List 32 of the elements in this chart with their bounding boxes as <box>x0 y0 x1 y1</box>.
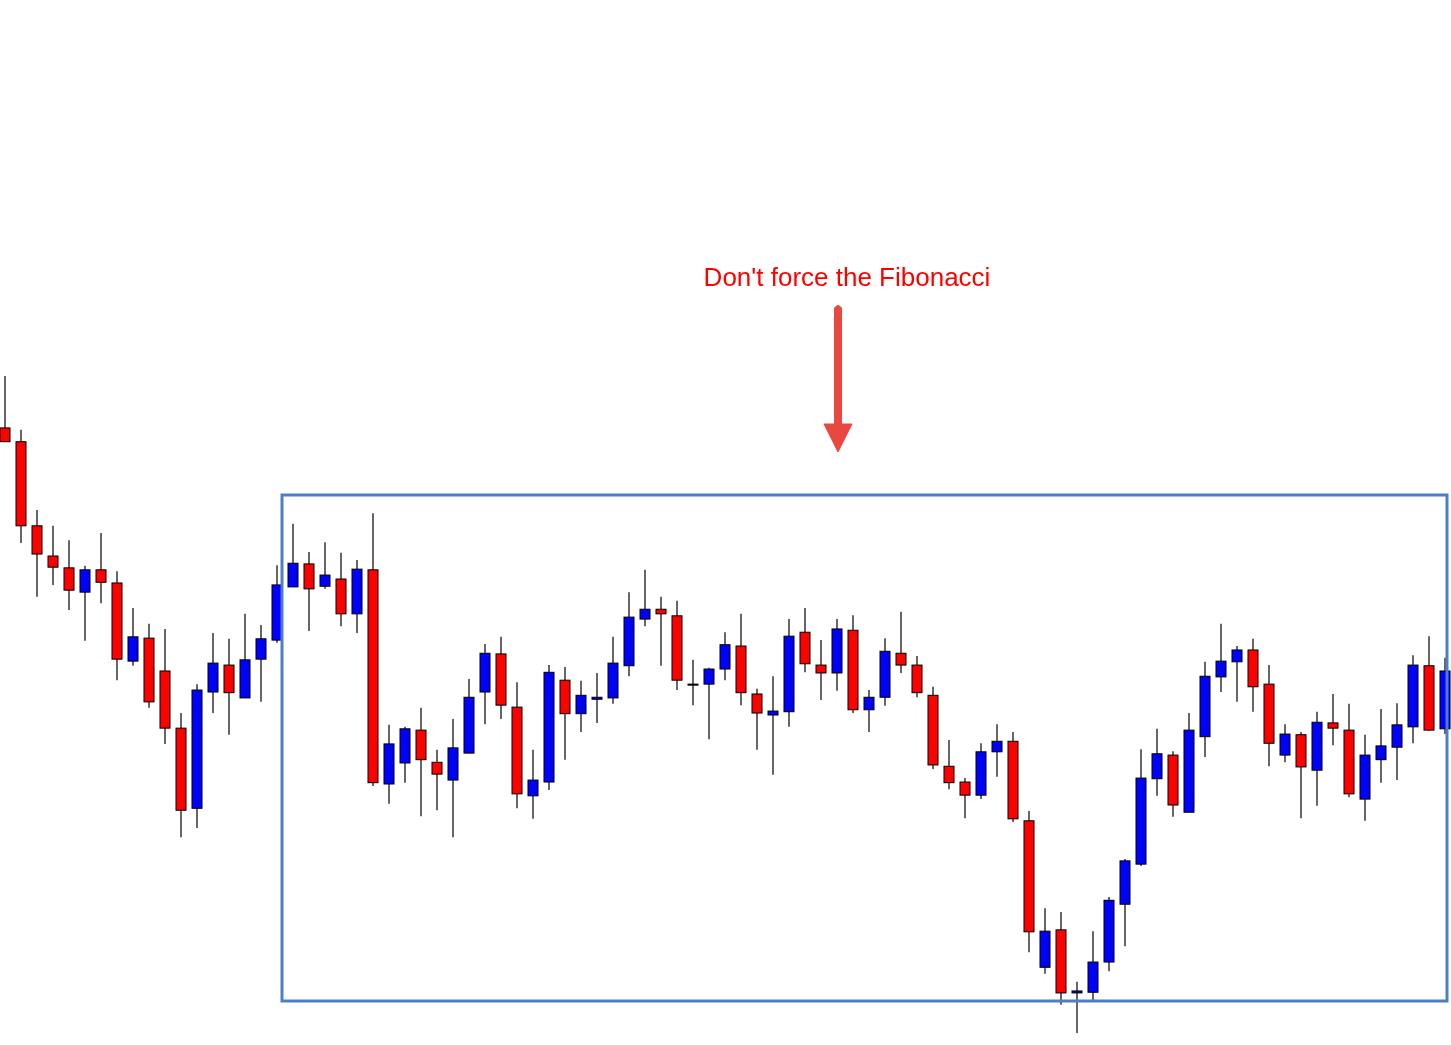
candlestick <box>95 532 107 604</box>
candlestick <box>655 596 667 667</box>
candlestick <box>47 525 59 586</box>
candlestick <box>751 688 763 751</box>
candlestick <box>815 639 827 701</box>
candlestick <box>1375 708 1387 784</box>
candlestick <box>79 565 91 642</box>
candlestick <box>1231 645 1243 703</box>
candlestick <box>575 680 587 733</box>
candlestick <box>255 624 267 703</box>
candlestick <box>639 569 651 627</box>
candlestick <box>943 739 955 790</box>
candlestick <box>0 375 11 443</box>
candlestick <box>959 777 971 819</box>
candlestick <box>591 672 603 724</box>
candlestick <box>991 723 1003 778</box>
candlestick <box>1279 723 1291 763</box>
candlestick <box>687 659 699 706</box>
candlestick <box>1215 623 1227 693</box>
candlestick <box>287 523 299 588</box>
candlestick <box>1391 702 1403 781</box>
candlestick <box>863 689 875 733</box>
candlestick <box>767 675 779 776</box>
candlestick <box>63 539 75 611</box>
candlestick <box>1071 981 1083 1034</box>
candlestick <box>431 749 443 811</box>
candlestick <box>895 611 907 674</box>
candlestick <box>703 667 715 740</box>
candlestick <box>319 541 331 590</box>
candlestick <box>527 749 539 820</box>
text: Don't force the Fibonacci <box>703 262 991 292</box>
candlestick <box>1327 693 1339 746</box>
